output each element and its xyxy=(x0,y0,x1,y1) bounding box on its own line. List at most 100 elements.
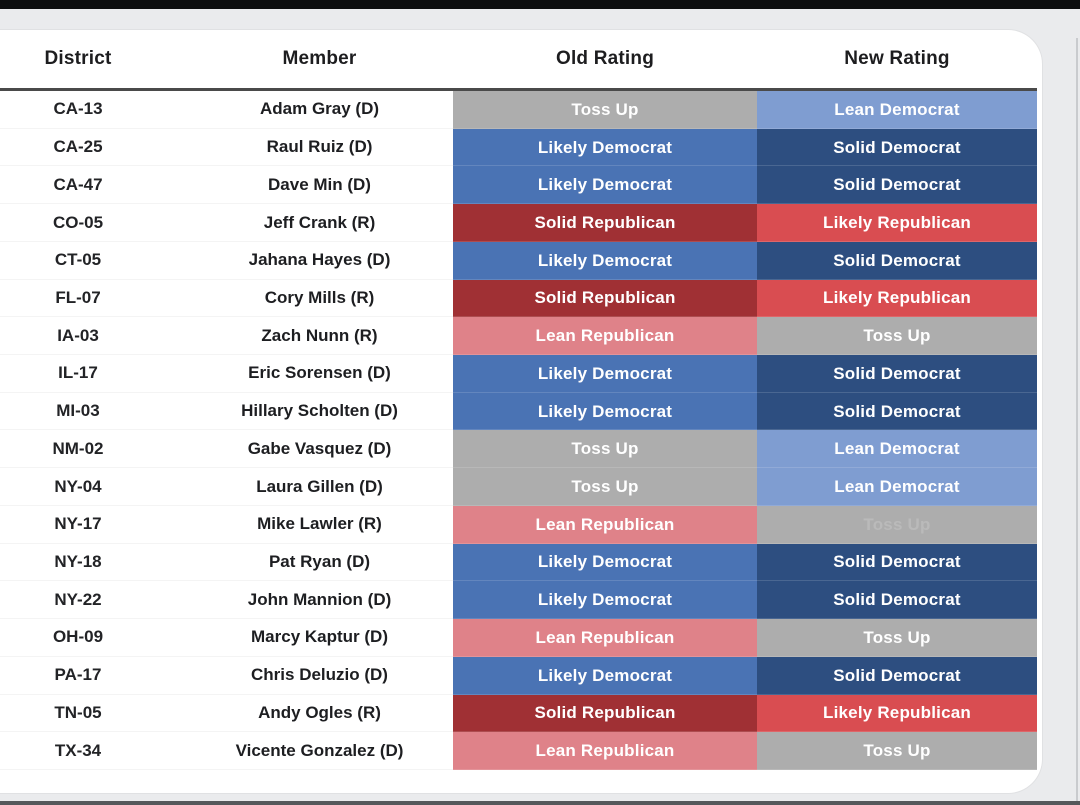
new-rating-badge: Solid Democrat xyxy=(757,355,1037,393)
district-cell: CA-47 xyxy=(0,166,156,205)
table-row: CA-25 Raul Ruiz (D) Likely Democrat Soli… xyxy=(0,128,1037,167)
table-row: FL-07 Cory Mills (R) Solid Republican Li… xyxy=(0,279,1037,318)
table-row: OH-09 Marcy Kaptur (D) Lean Republican T… xyxy=(0,619,1037,657)
member-cell: Mike Lawler (R) xyxy=(156,506,453,544)
table-row: TN-05 Andy Ogles (R) Solid Republican Li… xyxy=(0,694,1037,733)
table-row: PA-17 Chris Deluzio (D) Likely Democrat … xyxy=(0,656,1037,695)
table-row: CO-05 Jeff Crank (R) Solid Republican Li… xyxy=(0,204,1037,242)
member-cell: Dave Min (D) xyxy=(156,166,453,205)
old-rating-badge: Solid Republican xyxy=(453,204,757,242)
card-right-edge-line xyxy=(1076,38,1078,805)
table-row: IA-03 Zach Nunn (R) Lean Republican Toss… xyxy=(0,317,1037,356)
member-cell: Jeff Crank (R) xyxy=(156,204,453,242)
member-cell: John Mannion (D) xyxy=(156,581,453,620)
table-row: NM-02 Gabe Vasquez (D) Toss Up Lean Demo… xyxy=(0,430,1037,469)
old-rating-badge: Likely Democrat xyxy=(453,543,757,582)
member-cell: Laura Gillen (D) xyxy=(156,468,453,506)
member-cell: Gabe Vasquez (D) xyxy=(156,430,453,469)
table-row: CA-13 Adam Gray (D) Toss Up Lean Democra… xyxy=(0,91,1037,129)
new-rating-badge: Solid Democrat xyxy=(757,543,1037,582)
district-cell: FL-07 xyxy=(0,280,156,318)
district-cell: CO-05 xyxy=(0,204,156,242)
member-cell: Pat Ryan (D) xyxy=(156,544,453,582)
district-cell: PA-17 xyxy=(0,657,156,695)
column-header-old-rating: Old Rating xyxy=(555,48,655,69)
member-cell: Vicente Gonzalez (D) xyxy=(156,732,453,770)
member-cell: Cory Mills (R) xyxy=(156,280,453,318)
column-header-new-rating: New Rating xyxy=(844,48,950,69)
new-rating-badge: Lean Democrat xyxy=(757,430,1037,469)
table-row: TX-34 Vicente Gonzalez (D) Lean Republic… xyxy=(0,732,1037,770)
table-row: CA-47 Dave Min (D) Likely Democrat Solid… xyxy=(0,166,1037,205)
table-row: CT-05 Jahana Hayes (D) Likely Democrat S… xyxy=(0,241,1037,280)
district-cell: CT-05 xyxy=(0,242,156,280)
district-cell: MI-03 xyxy=(0,393,156,431)
old-rating-badge: Lean Republican xyxy=(453,505,757,544)
old-rating-badge: Likely Democrat xyxy=(453,581,757,620)
district-cell: TN-05 xyxy=(0,695,156,733)
old-rating-badge: Toss Up xyxy=(453,430,757,469)
screenshot-top-bar xyxy=(0,0,1080,9)
district-cell: CA-13 xyxy=(0,91,156,129)
table-row: NY-22 John Mannion (D) Likely Democrat S… xyxy=(0,581,1037,620)
new-rating-badge: Solid Democrat xyxy=(757,128,1037,167)
district-cell: TX-34 xyxy=(0,732,156,770)
new-rating-badge: Toss Up xyxy=(757,619,1037,657)
old-rating-badge: Likely Democrat xyxy=(453,355,757,393)
new-rating-badge: Likely Republican xyxy=(757,694,1037,733)
member-cell: Zach Nunn (R) xyxy=(156,317,453,356)
old-rating-badge: Lean Republican xyxy=(453,732,757,770)
member-cell: Chris Deluzio (D) xyxy=(156,657,453,695)
table-body: CA-13 Adam Gray (D) Toss Up Lean Democra… xyxy=(0,91,1037,770)
district-cell: NY-22 xyxy=(0,581,156,620)
district-cell: NY-18 xyxy=(0,544,156,582)
column-header-district: District xyxy=(44,48,112,69)
old-rating-badge: Likely Democrat xyxy=(453,241,757,280)
new-rating-badge: Likely Republican xyxy=(757,204,1037,242)
old-rating-badge: Toss Up xyxy=(453,91,757,129)
old-rating-badge: Solid Republican xyxy=(453,279,757,318)
member-cell: Eric Sorensen (D) xyxy=(156,355,453,393)
member-cell: Marcy Kaptur (D) xyxy=(156,619,453,657)
old-rating-badge: Likely Democrat xyxy=(453,128,757,167)
new-rating-badge: Solid Democrat xyxy=(757,656,1037,695)
old-rating-badge: Solid Republican xyxy=(453,694,757,733)
old-rating-badge: Likely Democrat xyxy=(453,392,757,431)
new-rating-badge: Solid Democrat xyxy=(757,392,1037,431)
old-rating-badge: Toss Up xyxy=(453,468,757,506)
district-cell: IL-17 xyxy=(0,355,156,393)
member-cell: Jahana Hayes (D) xyxy=(156,242,453,280)
district-cell: OH-09 xyxy=(0,619,156,657)
new-rating-badge: Toss Up xyxy=(757,732,1037,770)
table-row: MI-03 Hillary Scholten (D) Likely Democr… xyxy=(0,392,1037,431)
new-rating-badge: Toss Up xyxy=(757,317,1037,356)
new-rating-badge: Lean Democrat xyxy=(757,468,1037,506)
old-rating-badge: Lean Republican xyxy=(453,317,757,356)
old-rating-badge: Likely Democrat xyxy=(453,656,757,695)
member-cell: Adam Gray (D) xyxy=(156,91,453,129)
member-cell: Hillary Scholten (D) xyxy=(156,393,453,431)
district-cell: NY-04 xyxy=(0,468,156,506)
old-rating-badge: Lean Republican xyxy=(453,619,757,657)
new-rating-badge: Lean Democrat xyxy=(757,91,1037,129)
table-row: NY-17 Mike Lawler (R) Lean Republican To… xyxy=(0,505,1037,544)
header-divider-line xyxy=(0,88,1037,91)
new-rating-badge: Toss Up xyxy=(757,505,1037,544)
member-cell: Raul Ruiz (D) xyxy=(156,129,453,167)
member-cell: Andy Ogles (R) xyxy=(156,695,453,733)
district-cell: NY-17 xyxy=(0,506,156,544)
new-rating-badge: Solid Democrat xyxy=(757,166,1037,205)
table-row: NY-18 Pat Ryan (D) Likely Democrat Solid… xyxy=(0,543,1037,582)
screenshot-bottom-bar xyxy=(0,801,1080,805)
district-cell: CA-25 xyxy=(0,129,156,167)
district-cell: NM-02 xyxy=(0,430,156,469)
new-rating-badge: Solid Democrat xyxy=(757,241,1037,280)
ratings-table-card: District Member Old Rating New Rating CA… xyxy=(0,30,1042,793)
new-rating-badge: Solid Democrat xyxy=(757,581,1037,620)
district-cell: IA-03 xyxy=(0,317,156,356)
table-header-row: District Member Old Rating New Rating xyxy=(0,30,1037,88)
table-row: NY-04 Laura Gillen (D) Toss Up Lean Demo… xyxy=(0,468,1037,506)
table-row: IL-17 Eric Sorensen (D) Likely Democrat … xyxy=(0,355,1037,393)
column-header-member: Member xyxy=(282,48,357,69)
new-rating-badge: Likely Republican xyxy=(757,279,1037,318)
